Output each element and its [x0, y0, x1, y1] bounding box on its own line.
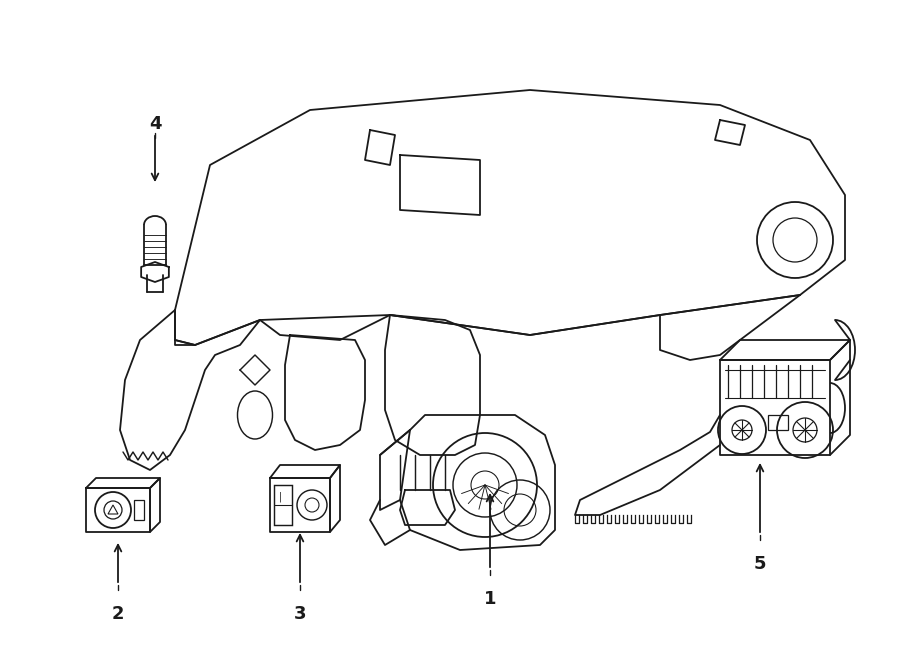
Text: 3: 3 [293, 605, 306, 623]
Bar [134, 500, 144, 520]
Text: |: | [278, 492, 282, 502]
Text: 1: 1 [484, 590, 496, 608]
Text: 2: 2 [112, 605, 124, 623]
Bar [274, 485, 292, 525]
Bar [768, 415, 788, 430]
Text: 4: 4 [148, 115, 161, 133]
Text: 5: 5 [754, 555, 766, 573]
